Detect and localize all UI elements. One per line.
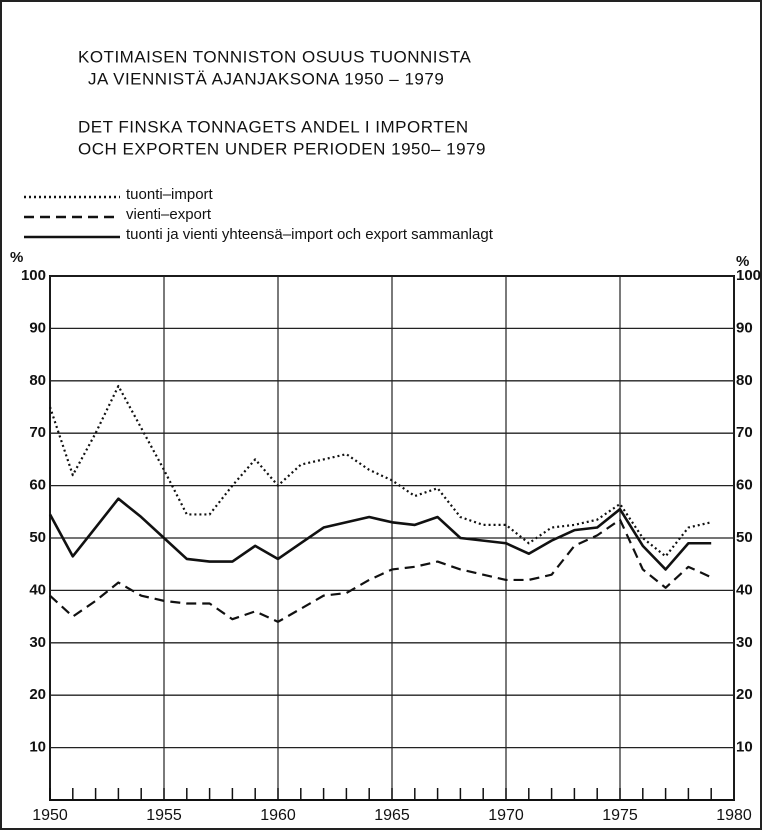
y2-tick-label: 50 [736, 529, 753, 546]
y-tick-label: 10 [29, 739, 46, 756]
y-tick-label: 60 [29, 477, 46, 494]
y2-tick-label: 80 [736, 372, 753, 389]
y2-tick-label: 60 [736, 477, 753, 494]
y2-tick-label: 100 [736, 267, 761, 284]
legend-label: tuonti–import [126, 186, 214, 203]
chart-subtitle: OCH EXPORTEN UNDER PERIODEN 1950– 1979 [78, 139, 486, 158]
x-tick-label: 1980 [716, 807, 752, 824]
series-line [49, 518, 712, 623]
y-tick-label: 50 [29, 529, 46, 546]
x-tick-label: 1975 [602, 807, 638, 824]
y-tick-label: 30 [29, 634, 46, 651]
chart-title: JA VIENNISTÄ AJANJAKSONA 1950 – 1979 [88, 69, 444, 88]
legend-label: tuonti ja vienti yhteensä–import och exp… [126, 226, 494, 243]
y2-tick-label: 40 [736, 581, 753, 598]
chart-subtitle: DET FINSKA TONNAGETS ANDEL I IMPORTEN [78, 117, 469, 136]
y2-tick-label: 70 [736, 424, 753, 441]
y2-axis-label: % [736, 253, 749, 270]
chart-title: KOTIMAISEN TONNISTON OSUUS TUONNISTA [78, 47, 471, 66]
series-line [48, 384, 712, 558]
x-tick-label: 1950 [32, 807, 68, 824]
y-axis-label: % [10, 249, 23, 266]
legend-label: vienti–export [126, 206, 212, 223]
x-tick-label: 1955 [146, 807, 182, 824]
y2-tick-label: 90 [736, 319, 753, 336]
y2-tick-label: 10 [736, 739, 753, 756]
y2-tick-label: 20 [736, 686, 753, 703]
series-line [48, 497, 712, 571]
y2-tick-label: 30 [736, 634, 753, 651]
y-tick-label: 70 [29, 424, 46, 441]
y-tick-label: 80 [29, 372, 46, 389]
y-tick-label: 20 [29, 686, 46, 703]
x-tick-label: 1965 [374, 807, 410, 824]
y-tick-label: 100 [21, 267, 46, 284]
y-tick-label: 40 [29, 581, 46, 598]
x-tick-label: 1960 [260, 807, 296, 824]
x-tick-label: 1970 [488, 807, 524, 824]
y-tick-label: 90 [29, 319, 46, 336]
